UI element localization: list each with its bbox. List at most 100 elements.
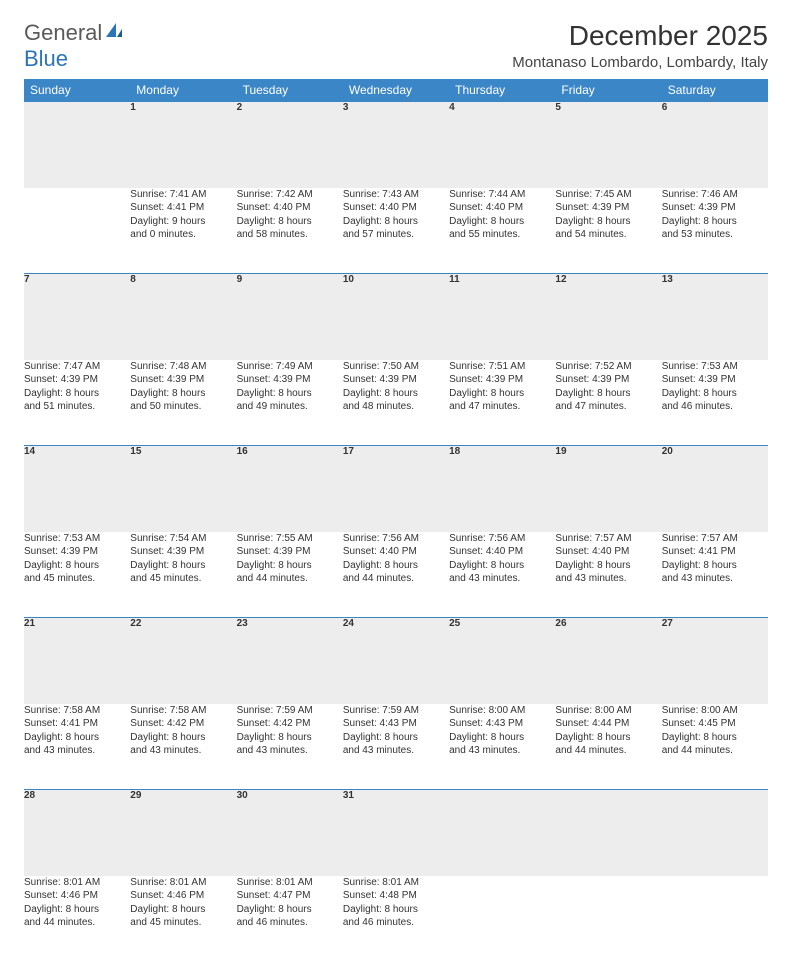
day2-text: and 43 minutes. [555, 572, 661, 586]
day-content-cell: Sunrise: 7:50 AMSunset: 4:39 PMDaylight:… [343, 360, 449, 446]
day1-text: Daylight: 8 hours [555, 731, 661, 745]
day2-text: and 47 minutes. [449, 400, 555, 414]
sunset-text: Sunset: 4:39 PM [555, 201, 661, 215]
day-content-row: Sunrise: 7:58 AMSunset: 4:41 PMDaylight:… [24, 704, 768, 790]
day1-text: Daylight: 8 hours [662, 387, 768, 401]
day-content-cell: Sunrise: 7:58 AMSunset: 4:41 PMDaylight:… [24, 704, 130, 790]
day-content-cell: Sunrise: 7:56 AMSunset: 4:40 PMDaylight:… [449, 532, 555, 618]
day-content-cell: Sunrise: 7:53 AMSunset: 4:39 PMDaylight:… [24, 532, 130, 618]
day-content-cell: Sunrise: 7:53 AMSunset: 4:39 PMDaylight:… [662, 360, 768, 446]
day-number-cell: 25 [449, 618, 555, 704]
day1-text: Daylight: 8 hours [130, 731, 236, 745]
day-number-cell: 5 [555, 102, 661, 188]
day-content-cell [555, 876, 661, 962]
day2-text: and 45 minutes. [130, 916, 236, 930]
sunset-text: Sunset: 4:39 PM [130, 545, 236, 559]
day1-text: Daylight: 8 hours [449, 215, 555, 229]
day-number-cell [449, 790, 555, 876]
logo: General [24, 20, 126, 46]
day-number-cell: 15 [130, 446, 236, 532]
day2-text: and 47 minutes. [555, 400, 661, 414]
sunset-text: Sunset: 4:44 PM [555, 717, 661, 731]
sunrise-text: Sunrise: 8:01 AM [343, 876, 449, 890]
day2-text: and 43 minutes. [237, 744, 343, 758]
day1-text: Daylight: 8 hours [555, 387, 661, 401]
sunset-text: Sunset: 4:39 PM [343, 373, 449, 387]
logo-text-blue: Blue [24, 46, 68, 72]
location-label: Montanaso Lombardo, Lombardy, Italy [512, 54, 768, 71]
day1-text: Daylight: 8 hours [24, 387, 130, 401]
day-number-cell: 6 [662, 102, 768, 188]
sunrise-text: Sunrise: 8:01 AM [237, 876, 343, 890]
day1-text: Daylight: 8 hours [130, 903, 236, 917]
sunrise-text: Sunrise: 7:54 AM [130, 532, 236, 546]
day1-text: Daylight: 8 hours [555, 559, 661, 573]
sunrise-text: Sunrise: 7:51 AM [449, 360, 555, 374]
day-number-row: 123456 [24, 102, 768, 188]
sunrise-text: Sunrise: 7:47 AM [24, 360, 130, 374]
sunrise-text: Sunrise: 7:43 AM [343, 188, 449, 202]
day-content-cell: Sunrise: 7:57 AMSunset: 4:40 PMDaylight:… [555, 532, 661, 618]
day-content-row: Sunrise: 7:41 AMSunset: 4:41 PMDaylight:… [24, 188, 768, 274]
sunset-text: Sunset: 4:39 PM [449, 373, 555, 387]
sunset-text: Sunset: 4:39 PM [237, 373, 343, 387]
day-content-cell [449, 876, 555, 962]
sunrise-text: Sunrise: 8:01 AM [130, 876, 236, 890]
day-number-cell: 11 [449, 274, 555, 360]
sunset-text: Sunset: 4:41 PM [130, 201, 236, 215]
day2-text: and 46 minutes. [662, 400, 768, 414]
sunrise-text: Sunrise: 8:01 AM [24, 876, 130, 890]
day-number-cell: 7 [24, 274, 130, 360]
day1-text: Daylight: 8 hours [449, 387, 555, 401]
day-number-cell [555, 790, 661, 876]
day1-text: Daylight: 8 hours [237, 387, 343, 401]
sunrise-text: Sunrise: 8:00 AM [449, 704, 555, 718]
day-number-cell: 31 [343, 790, 449, 876]
day-number-cell: 21 [24, 618, 130, 704]
day1-text: Daylight: 8 hours [449, 559, 555, 573]
weekday-header: Friday [555, 79, 661, 102]
day-number-cell: 20 [662, 446, 768, 532]
day-number-cell: 28 [24, 790, 130, 876]
weekday-header: Saturday [662, 79, 768, 102]
sunset-text: Sunset: 4:40 PM [555, 545, 661, 559]
sunset-text: Sunset: 4:39 PM [662, 201, 768, 215]
day-number-row: 78910111213 [24, 274, 768, 360]
sunset-text: Sunset: 4:45 PM [662, 717, 768, 731]
sunset-text: Sunset: 4:39 PM [237, 545, 343, 559]
day-number-row: 28293031 [24, 790, 768, 876]
day-content-cell: Sunrise: 7:51 AMSunset: 4:39 PMDaylight:… [449, 360, 555, 446]
day-number-cell: 19 [555, 446, 661, 532]
day2-text: and 45 minutes. [130, 572, 236, 586]
weekday-header-row: Sunday Monday Tuesday Wednesday Thursday… [24, 79, 768, 102]
sunset-text: Sunset: 4:40 PM [449, 545, 555, 559]
day1-text: Daylight: 8 hours [237, 731, 343, 745]
sunset-text: Sunset: 4:40 PM [343, 545, 449, 559]
day-content-cell: Sunrise: 7:59 AMSunset: 4:42 PMDaylight:… [237, 704, 343, 790]
day-content-cell: Sunrise: 7:41 AMSunset: 4:41 PMDaylight:… [130, 188, 236, 274]
title-block: December 2025 Montanaso Lombardo, Lombar… [512, 20, 768, 71]
day-number-cell: 14 [24, 446, 130, 532]
calendar-table: Sunday Monday Tuesday Wednesday Thursday… [24, 79, 768, 962]
day1-text: Daylight: 8 hours [24, 731, 130, 745]
sunrise-text: Sunrise: 7:56 AM [343, 532, 449, 546]
day-content-cell: Sunrise: 8:00 AMSunset: 4:44 PMDaylight:… [555, 704, 661, 790]
day-number-row: 21222324252627 [24, 618, 768, 704]
day-number-cell: 22 [130, 618, 236, 704]
day-number-cell: 13 [662, 274, 768, 360]
day2-text: and 44 minutes. [343, 572, 449, 586]
day2-text: and 43 minutes. [24, 744, 130, 758]
day1-text: Daylight: 8 hours [24, 559, 130, 573]
day1-text: Daylight: 8 hours [237, 559, 343, 573]
day-content-cell: Sunrise: 7:43 AMSunset: 4:40 PMDaylight:… [343, 188, 449, 274]
sunset-text: Sunset: 4:39 PM [555, 373, 661, 387]
day-content-cell: Sunrise: 8:01 AMSunset: 4:46 PMDaylight:… [130, 876, 236, 962]
sunrise-text: Sunrise: 8:00 AM [662, 704, 768, 718]
day2-text: and 43 minutes. [343, 744, 449, 758]
day1-text: Daylight: 8 hours [662, 731, 768, 745]
day-content-cell: Sunrise: 7:44 AMSunset: 4:40 PMDaylight:… [449, 188, 555, 274]
day-content-cell: Sunrise: 7:42 AMSunset: 4:40 PMDaylight:… [237, 188, 343, 274]
day1-text: Daylight: 8 hours [662, 559, 768, 573]
day1-text: Daylight: 8 hours [449, 731, 555, 745]
weekday-header: Tuesday [237, 79, 343, 102]
